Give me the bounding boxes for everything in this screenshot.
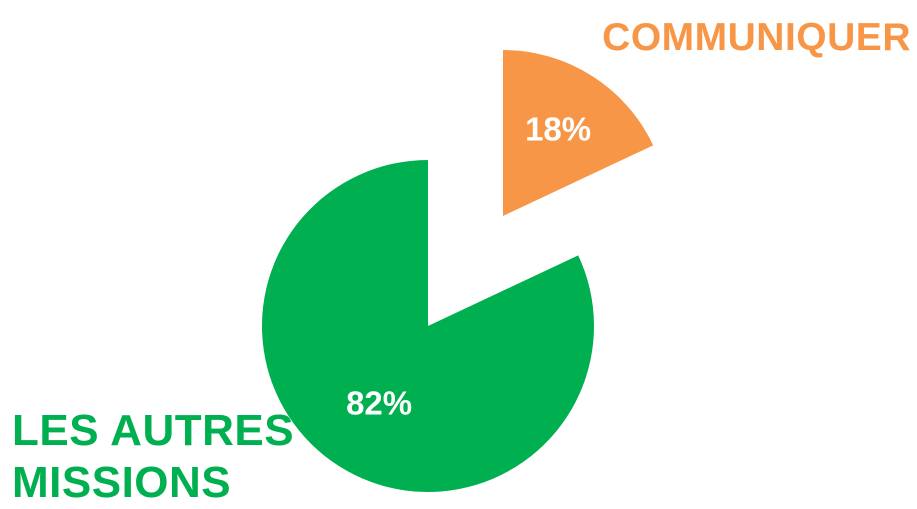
pie-slice-autres-missions bbox=[261, 160, 594, 492]
slice-category-label-line-2: MISSIONS bbox=[12, 458, 232, 507]
slice-category-label-communiquer: COMMUNIQUER bbox=[602, 16, 911, 59]
pie-slice-value-label: 18% bbox=[525, 111, 591, 148]
pie-slice-value-label: 82% bbox=[346, 385, 412, 422]
slice-category-label-autres-missions: LES AUTRES MISSIONS bbox=[12, 405, 294, 509]
pie-slice-communiquer bbox=[503, 50, 654, 216]
slice-category-label-line-1: LES AUTRES bbox=[12, 406, 295, 455]
